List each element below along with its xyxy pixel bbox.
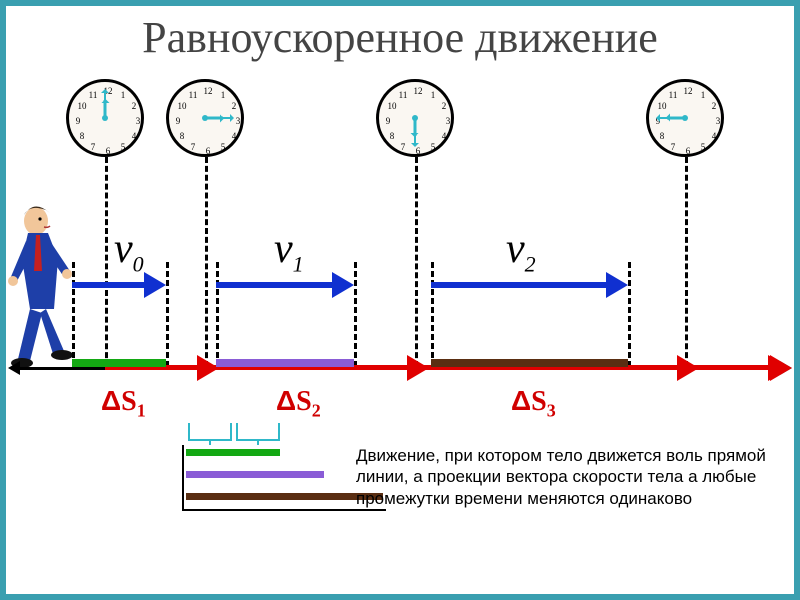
guide-line xyxy=(105,157,108,367)
guide-line xyxy=(166,262,169,367)
v-label-1: v1 xyxy=(274,225,304,277)
guide-line xyxy=(685,157,688,367)
bracket-1 xyxy=(236,427,280,441)
guide-line xyxy=(431,262,434,367)
v-label-0: v0 xyxy=(114,225,144,277)
segment-1 xyxy=(216,359,354,367)
velocity-arrow-1 xyxy=(216,282,338,288)
guide-line xyxy=(72,262,75,367)
bracket-0 xyxy=(188,427,232,441)
red-arrowhead-0 xyxy=(201,365,203,370)
velocity-arrow-0 xyxy=(72,282,150,288)
guide-line xyxy=(628,262,631,367)
cmp-bar-0 xyxy=(186,449,280,456)
segment-2 xyxy=(431,359,628,367)
v-label-2: v2 xyxy=(506,225,536,277)
guide-line xyxy=(415,157,418,367)
segment-0 xyxy=(72,359,166,367)
clock-2: 123456789101112 xyxy=(376,79,454,157)
clock-1: 123456789101112 xyxy=(166,79,244,157)
cmp-bar-1 xyxy=(186,471,324,478)
diagram-stage: 123456789101112 123456789101112 1234567891… xyxy=(6,67,794,587)
red-arrowhead-2 xyxy=(681,365,683,370)
red-arrowhead-1 xyxy=(411,365,413,370)
guide-line xyxy=(216,262,219,367)
delta-s-label-2: ΔS3 xyxy=(511,385,556,422)
delta-s-label-0: ΔS1 xyxy=(101,385,146,422)
cmp-bar-2 xyxy=(186,493,383,500)
clock-0: 123456789101112 xyxy=(66,79,144,157)
clock-3: 123456789101112 xyxy=(646,79,724,157)
guide-line xyxy=(354,262,357,367)
description-text: Движение, при котором тело движется воль… xyxy=(356,445,766,509)
page-title: Равноускоренное движение xyxy=(6,6,794,67)
guide-line xyxy=(205,157,208,367)
velocity-arrow-2 xyxy=(431,282,612,288)
delta-s-label-1: ΔS2 xyxy=(276,385,321,422)
red-arrowhead-3 xyxy=(772,365,774,370)
walking-man-icon xyxy=(0,201,90,381)
